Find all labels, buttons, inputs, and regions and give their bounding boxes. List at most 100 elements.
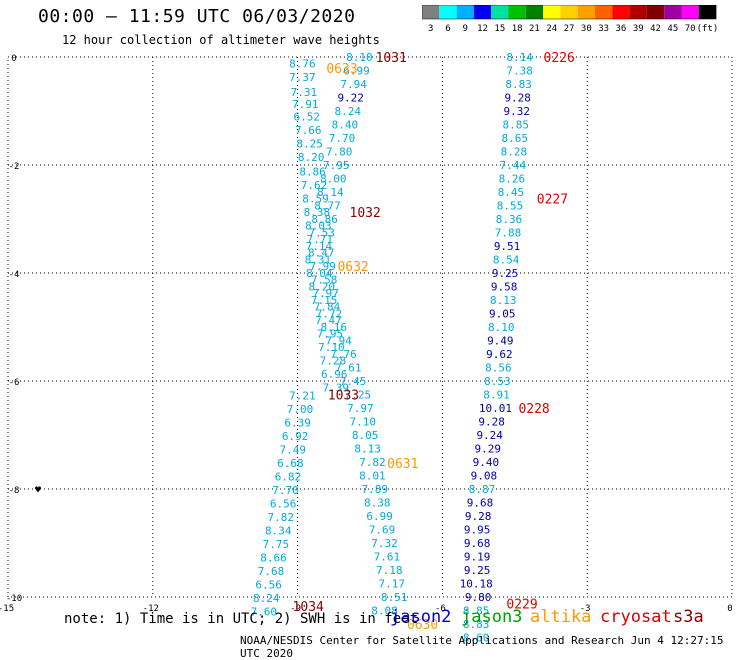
wave-height-point: 8.59 — [302, 192, 329, 205]
wave-height-point: 8.05 — [352, 429, 379, 442]
legend-swatch — [560, 5, 578, 19]
footer-credit: NOAA/NESDIS Center for Satellite Applica… — [240, 634, 724, 660]
legend-swatch — [508, 5, 526, 19]
time-annotation: 0633 — [326, 62, 357, 77]
wave-height-point: 9.62 — [486, 348, 513, 361]
legend-swatch — [629, 5, 647, 19]
wave-height-point: 9.28 — [504, 92, 531, 105]
wave-height-point: 8.20 — [298, 151, 325, 164]
wave-height-point: 9.49 — [487, 335, 514, 348]
wave-height-point: 8.20 — [308, 281, 335, 294]
wave-height-point: 8.04 — [306, 267, 333, 280]
wave-height-point: 7.76 — [330, 348, 357, 361]
legend-label: 33 — [598, 24, 609, 34]
time-annotation: 1031 — [376, 51, 407, 66]
wave-height-point: 8.31 — [305, 254, 332, 267]
wave-height-point: 8.28 — [501, 146, 528, 159]
wave-height-point: 7.17 — [378, 578, 405, 591]
legend-swatch — [525, 5, 544, 19]
wave-height-point: 8.34 — [265, 525, 292, 538]
wave-height-point: 7.75 — [263, 538, 290, 551]
wave-height-point: 6.96 — [321, 368, 348, 381]
wave-height-point: 8.85 — [463, 605, 490, 618]
legend-label: 15 — [494, 24, 505, 34]
wave-height-point: 7.53 — [308, 227, 335, 240]
wave-height-point: 7.31 — [291, 86, 318, 99]
wave-height-point: 8.83 — [463, 618, 490, 631]
wave-height-point: 6.52 — [294, 110, 321, 123]
wave-height-point: 6.39 — [284, 417, 311, 430]
wave-height-point: 7.95 — [323, 159, 350, 172]
wave-height-point: 8.03 — [305, 219, 332, 232]
x-tick-label: -3 — [580, 604, 591, 614]
time-annotation: 0632 — [337, 260, 368, 275]
wave-height-point: 9.58 — [491, 281, 518, 294]
wave-height-point: 7.68 — [258, 565, 285, 578]
legend-swatch — [664, 5, 682, 19]
wave-height-point: 6.99 — [343, 65, 370, 78]
time-annotation: 1033 — [328, 389, 359, 404]
note-text: note: 1) Time is in UTC; 2) SWH is in fe… — [64, 611, 419, 627]
legend-label: 70 — [685, 24, 696, 34]
wave-height-point: 6.56 — [255, 579, 282, 592]
legend-swatch — [543, 5, 561, 19]
wave-height-point: 8.60 — [463, 632, 490, 645]
data-points: 8.767.377.317.916.527.668.258.208.867.62… — [251, 51, 534, 645]
wave-height-point: 8.10 — [488, 321, 515, 334]
wave-height-point: 7.39 — [322, 381, 349, 394]
legend-swatch — [595, 5, 613, 19]
wave-height-point: 7.47 — [315, 314, 342, 327]
legend-border — [422, 5, 717, 20]
wave-height-point: 8.38 — [304, 206, 331, 219]
x-tick-label: -6 — [435, 604, 446, 614]
wave-height-point: 8.47 — [308, 246, 335, 259]
wave-height-point: 7.14 — [306, 240, 333, 253]
track-marker-icon: ♥ — [35, 485, 41, 496]
wave-height-point: 8.86 — [299, 165, 326, 178]
x-tick-label: -9 — [290, 604, 301, 614]
wave-height-point: 8.53 — [484, 375, 511, 388]
wave-height-point: 7.00 — [287, 403, 314, 416]
wave-height-point: 7.99 — [309, 260, 336, 273]
y-tick-label: -4 — [9, 270, 20, 280]
wave-height-point: 7.58 — [311, 273, 338, 286]
wave-height-point: 6.56 — [270, 498, 297, 511]
wave-height-point: 8.10 — [346, 51, 373, 64]
legend-label: 42 — [650, 24, 661, 34]
wave-height-point: 8.00 — [320, 173, 347, 186]
wave-height-point: 9.24 — [476, 429, 503, 442]
wave-height-point: 7.94 — [340, 78, 367, 91]
time-annotation: 0229 — [506, 597, 537, 612]
wave-height-point: 7.84 — [314, 300, 341, 313]
grid — [7, 56, 733, 598]
legend-swatch — [612, 5, 630, 19]
wave-height-point: 9.68 — [464, 537, 491, 550]
wave-height-point: 8.77 — [314, 200, 341, 213]
sat-s3a-label: s3a — [673, 607, 704, 627]
wave-height-point: 7.15 — [311, 294, 338, 307]
wave-height-point: 7.37 — [289, 71, 316, 84]
wave-height-point: 7.94 — [325, 335, 352, 348]
legend-swatch — [473, 5, 492, 19]
legend-label: 12 — [477, 24, 488, 34]
wave-height-point: 7.82 — [359, 456, 386, 469]
wave-height-point: 8.91 — [483, 389, 510, 402]
wave-height-point: 7.10 — [350, 416, 377, 429]
axes: -15 -12 -9 -6 -3 0 0 -2 -4 -6 -8 -10 ♥ — [0, 54, 733, 614]
x-tick-label: 0 — [727, 604, 732, 614]
time-annotation: 1032 — [350, 206, 381, 221]
wave-height-point: 7.32 — [371, 537, 398, 550]
wave-height-point: 8.13 — [354, 443, 381, 456]
wave-height-point: 8.24 — [335, 105, 362, 118]
wave-height-point: 7.25 — [345, 389, 372, 402]
wave-height-point: 8.54 — [493, 254, 520, 267]
wave-height-point: 8.56 — [485, 362, 512, 375]
time-annotation: 0630 — [407, 618, 438, 633]
wave-height-point: 7.61 — [335, 362, 362, 375]
time-annotation: 1034 — [293, 600, 324, 615]
legend-label: 9 — [463, 24, 468, 34]
wave-height-point: 8.86 — [311, 213, 338, 226]
wave-height-point: 7.62 — [301, 179, 328, 192]
wave-height-point: 7.95 — [317, 327, 344, 340]
wave-height-point: 8.36 — [496, 213, 523, 226]
